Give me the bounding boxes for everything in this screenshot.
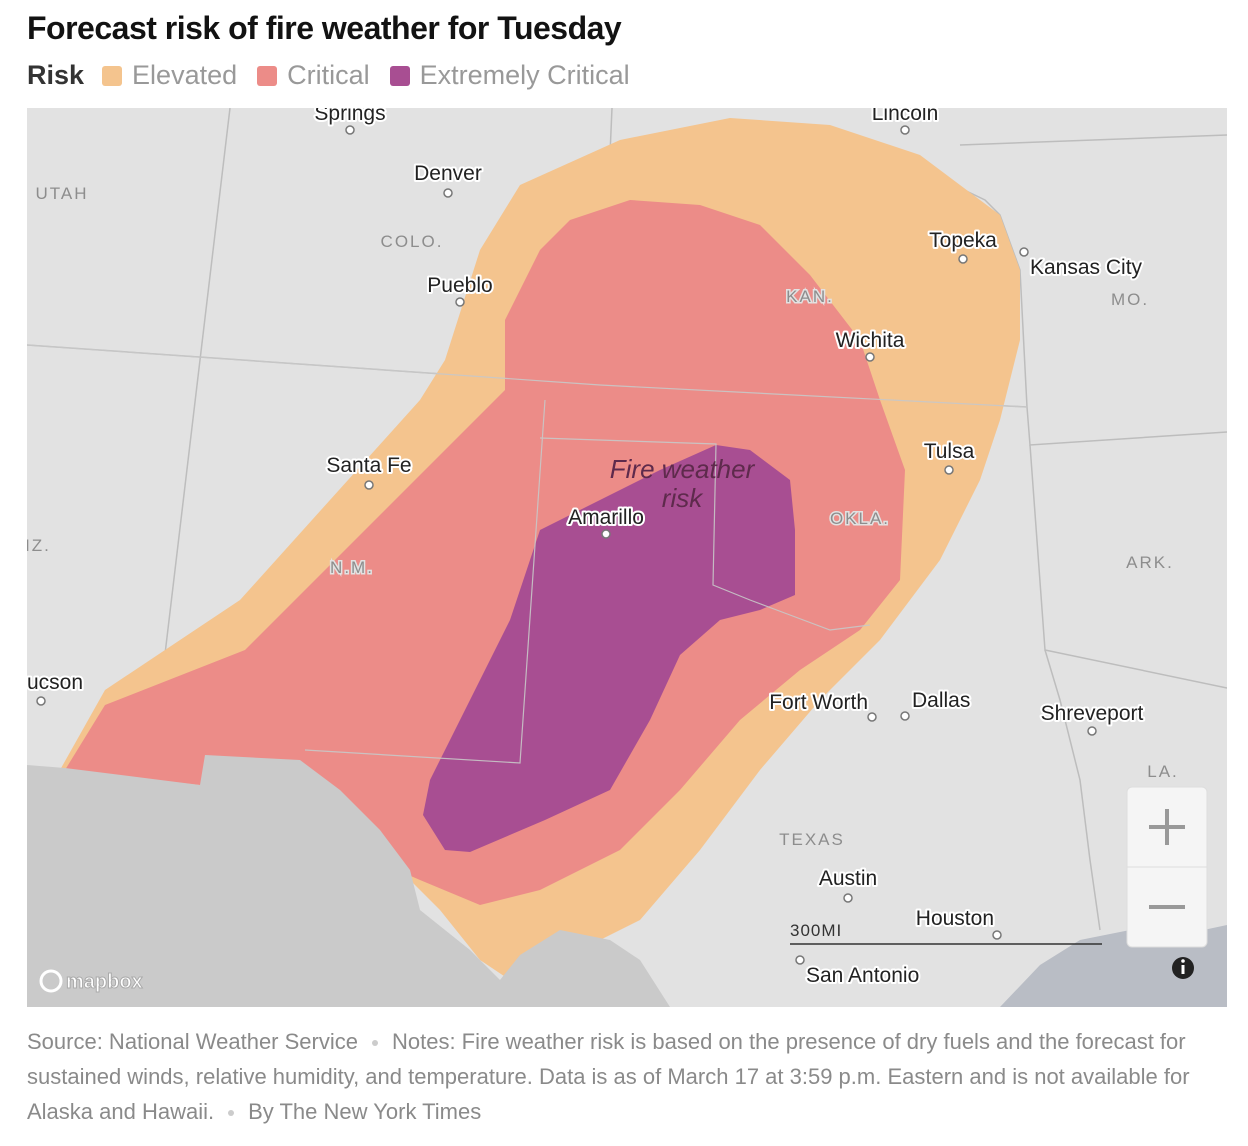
city-label: Shreveport bbox=[1041, 702, 1144, 725]
legend-item: Extremely Critical bbox=[389, 60, 630, 91]
city-label: Amarillo bbox=[568, 506, 644, 529]
city-dot bbox=[900, 125, 910, 135]
critical-area bbox=[65, 200, 905, 905]
city-label: Houston bbox=[916, 907, 994, 930]
state-label: MO. bbox=[1111, 290, 1149, 309]
city-dot bbox=[601, 529, 611, 539]
legend-item: Critical bbox=[257, 60, 370, 91]
state-label: UTAH bbox=[35, 184, 88, 203]
legend-label: Risk bbox=[27, 60, 85, 90]
city-dot bbox=[865, 352, 875, 362]
state-label: TEXAS bbox=[779, 830, 845, 849]
annotation: Fire weather bbox=[610, 454, 756, 484]
city-label: Springs bbox=[314, 108, 385, 125]
city-label: Austin bbox=[819, 867, 877, 890]
city-label: Fort Worth bbox=[769, 691, 868, 714]
city-label: San Antonio bbox=[806, 964, 919, 987]
extreme-area bbox=[423, 445, 795, 852]
city-label: Pueblo bbox=[427, 274, 492, 297]
city-dot bbox=[843, 893, 853, 903]
state-label: KAN. bbox=[786, 287, 834, 306]
zoom-in[interactable] bbox=[1149, 809, 1185, 845]
city-dot bbox=[1087, 726, 1097, 736]
city-label: Santa Fe bbox=[326, 454, 411, 477]
legend-text: Extremely Critical bbox=[419, 60, 630, 90]
legend-swatch bbox=[389, 65, 410, 86]
mexico bbox=[27, 755, 670, 1007]
mapbox-logo bbox=[39, 969, 63, 993]
city-label: Tulsa bbox=[924, 440, 975, 463]
attribution[interactable]: mapbox bbox=[66, 971, 144, 994]
title: Forecast risk of fire weather for Tuesda… bbox=[27, 10, 622, 46]
city-label: Kansas City bbox=[1030, 256, 1143, 279]
source: Source: National Weather Service bbox=[27, 1029, 358, 1054]
labels: UTAH COLO. KAN. MO. OKLA. N.M. IZ. ARK. LA. TEXAS… bbox=[27, 108, 1179, 989]
separator bbox=[371, 1040, 378, 1047]
city-label: Topeka bbox=[929, 229, 997, 252]
state-label: OKLA. bbox=[830, 509, 890, 528]
city-dot bbox=[1019, 247, 1029, 257]
legend-text: Elevated bbox=[132, 60, 238, 90]
city-dot bbox=[345, 125, 355, 135]
city-dot bbox=[443, 188, 453, 198]
state-label: LA. bbox=[1147, 762, 1179, 781]
risk-borders bbox=[27, 344, 1028, 764]
state-label: N.M. bbox=[330, 558, 374, 577]
city-label: Dallas bbox=[912, 689, 970, 712]
credit: By The New York Times bbox=[248, 1099, 482, 1124]
city-dot bbox=[867, 712, 877, 722]
city-dot bbox=[455, 297, 465, 307]
notes: Notes: Fire weather risk is based on the… bbox=[27, 1029, 1190, 1124]
city-dot bbox=[900, 711, 910, 721]
separator bbox=[228, 1110, 235, 1117]
state-label: IZ. bbox=[27, 536, 51, 555]
city-dot bbox=[36, 696, 46, 706]
city-label: ucson bbox=[27, 671, 83, 694]
footer: Source: National Weather Service Notes: F… bbox=[27, 1024, 1227, 1129]
legend: Risk Elevated Critical Extremely Critical bbox=[27, 60, 650, 91]
scale-label: 300MI bbox=[790, 921, 842, 940]
annotation: risk bbox=[662, 483, 704, 513]
legend-item: Elevated bbox=[102, 60, 237, 91]
city-dot bbox=[795, 955, 805, 965]
legend-swatch bbox=[257, 65, 278, 86]
zoom-controls bbox=[1126, 786, 1208, 948]
city-label: Lincoln bbox=[872, 108, 939, 125]
state-label: ARK. bbox=[1126, 553, 1174, 572]
city-dot bbox=[364, 480, 374, 490]
city-dot bbox=[992, 930, 1002, 940]
city-label: Wichita bbox=[836, 329, 905, 352]
city-label: Denver bbox=[414, 162, 482, 185]
city-dot bbox=[958, 254, 968, 264]
legend-swatch bbox=[102, 65, 123, 86]
map: UTAH COLO. KAN. MO. OKLA. N.M. IZ. ARK. LA. TEXAS… bbox=[27, 108, 1227, 1007]
legend-text: Critical bbox=[287, 60, 370, 90]
city-dot bbox=[944, 465, 954, 475]
state-label: COLO. bbox=[381, 232, 444, 251]
info-button[interactable] bbox=[1172, 957, 1194, 979]
